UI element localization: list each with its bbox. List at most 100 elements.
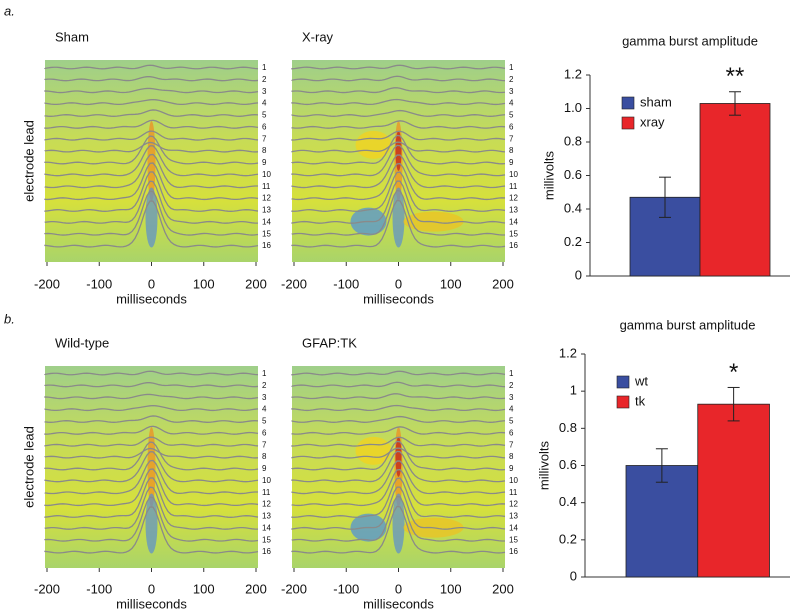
heatmap-title: GFAP:TK: [302, 335, 357, 350]
lead-trace: [44, 496, 259, 542]
lead-trace: [44, 405, 259, 412]
lead-trace: [44, 99, 259, 106]
y-tick-label: 0.8: [559, 420, 577, 435]
lead-trace: [44, 425, 259, 435]
x-axis-label: milliseconds: [116, 291, 187, 306]
lead-trace: [44, 436, 259, 447]
x-tick-label: -200: [281, 581, 307, 596]
lead-label: 6: [509, 122, 514, 131]
x-tick-label: -100: [86, 276, 112, 291]
lead-trace: [44, 459, 259, 495]
significance: **: [726, 63, 745, 90]
lead-label: 7: [262, 440, 267, 449]
heatmap-blob: [395, 130, 402, 171]
legend-swatch: [621, 116, 635, 130]
bar: [699, 103, 771, 277]
y-axis-label: electrode lead: [21, 120, 36, 202]
lead-label: 4: [262, 405, 267, 414]
lead-trace: [291, 505, 506, 554]
lead-trace: [291, 460, 506, 495]
y-tick-label: 1.2: [564, 66, 582, 81]
lead-label: 6: [509, 428, 514, 437]
y-axis-label: millivolts: [536, 440, 551, 490]
lead-label: 7: [509, 440, 514, 449]
lead-trace: [291, 199, 506, 248]
y-tick-label: 0.4: [564, 200, 582, 215]
lead-trace: [291, 415, 506, 423]
lead-trace: [44, 451, 259, 483]
x-tick-label: 0: [148, 581, 155, 596]
lead-label: 10: [262, 170, 271, 179]
x-tick-label: -100: [333, 581, 359, 596]
heatmap-title: Wild-type: [55, 335, 109, 350]
lead-trace: [291, 477, 506, 518]
lead-trace: [291, 450, 506, 483]
y-tick-label: 0.2: [564, 234, 582, 249]
lead-label: 16: [509, 241, 518, 250]
lead-label: 14: [509, 523, 518, 532]
x-tick-label: 200: [245, 581, 267, 596]
lead-trace: [44, 119, 259, 129]
lead-label: 15: [509, 535, 518, 544]
lead-label: 2: [509, 75, 514, 84]
x-tick-label: 100: [440, 581, 462, 596]
lead-trace: [291, 370, 506, 376]
lead-label: 8: [509, 452, 514, 461]
lead-trace: [44, 171, 259, 212]
x-axis-label: milliseconds: [363, 596, 434, 611]
x-tick-label: 100: [193, 581, 215, 596]
lead-label: 1: [262, 369, 267, 378]
significance: *: [729, 359, 738, 386]
x-axis-label: milliseconds: [363, 291, 434, 306]
y-tick-label: 0.4: [559, 494, 577, 509]
y-tick-label: 0.6: [559, 457, 577, 472]
lead-label: 13: [509, 206, 518, 215]
x-tick-label: 200: [245, 276, 267, 291]
x-tick-label: 0: [395, 276, 402, 291]
lead-label: 6: [262, 428, 267, 437]
lead-label: 11: [509, 182, 518, 191]
lead-label: 4: [262, 99, 267, 108]
y-tick-label: 1.2: [559, 345, 577, 360]
legend-label: sham: [640, 94, 672, 109]
lead-trace: [291, 440, 506, 471]
lead-label: 12: [509, 194, 518, 203]
lead-label: 3: [262, 393, 267, 402]
x-tick-label: 100: [193, 276, 215, 291]
x-tick-label: 0: [395, 581, 402, 596]
lead-trace: [44, 393, 259, 400]
lead-label: 10: [262, 476, 271, 485]
lead-label: 1: [509, 369, 514, 378]
lead-trace: [291, 426, 506, 435]
lead-trace: [291, 134, 506, 165]
lead-label: 13: [509, 512, 518, 521]
y-tick-label: 1.0: [564, 100, 582, 115]
y-tick-label: 0.6: [564, 167, 582, 182]
chart-title: gamma burst amplitude: [622, 33, 758, 48]
lead-trace: [291, 393, 506, 400]
lead-label: 2: [262, 381, 267, 390]
x-tick-label: 100: [440, 276, 462, 291]
legend-label: wt: [634, 373, 648, 388]
lead-label: 11: [262, 488, 271, 497]
bar: [697, 403, 770, 578]
lead-label: 9: [509, 158, 514, 167]
lead-label: 14: [262, 523, 271, 532]
lead-trace: [44, 477, 259, 518]
lead-trace: [44, 468, 259, 507]
heatmap-title: X-ray: [302, 29, 334, 44]
lead-label: 13: [262, 512, 271, 521]
lead-label: 1: [262, 63, 267, 72]
lead-trace: [291, 154, 506, 189]
lead-label: 15: [509, 229, 518, 238]
lead-trace: [44, 109, 259, 117]
x-tick-label: 200: [492, 276, 514, 291]
lead-trace: [44, 441, 259, 471]
lead-trace: [291, 486, 506, 530]
chart-title: gamma burst amplitude: [620, 317, 756, 332]
lead-trace: [291, 109, 506, 117]
lead-label: 8: [262, 452, 267, 461]
y-axis-label: millivolts: [541, 150, 556, 200]
y-tick-label: 1: [570, 383, 577, 398]
